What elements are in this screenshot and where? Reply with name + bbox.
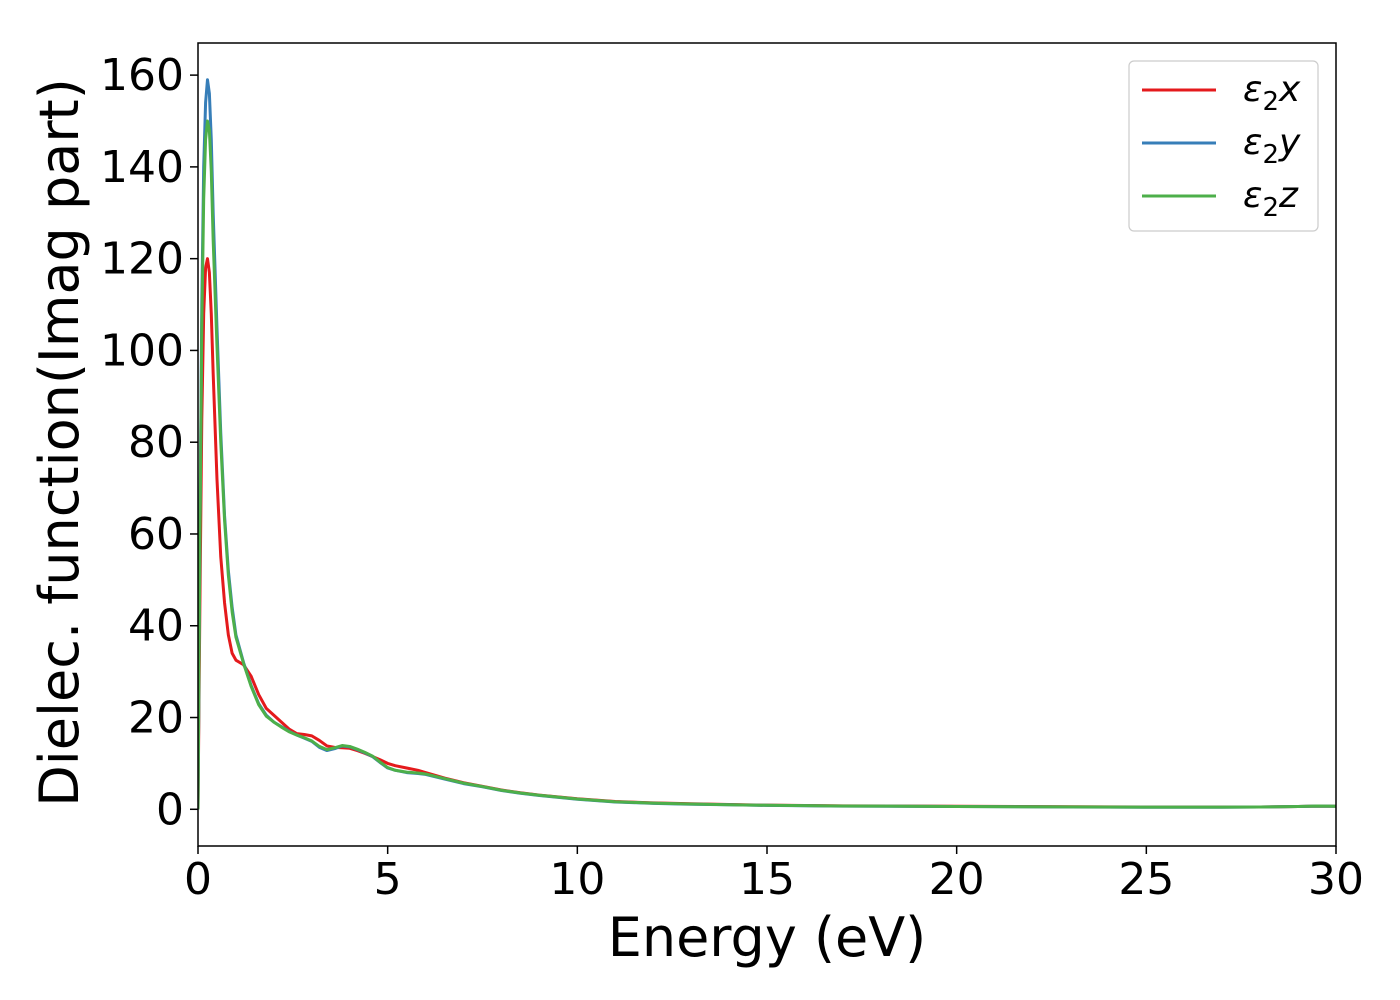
legend-label-x: ε2x [1243,69,1301,117]
y-tick-label: 20 [128,693,184,744]
y-axis-ticks: 0 20 40 60 80 100 120 140 160 [100,50,198,835]
y-tick-label: 40 [128,601,184,652]
x-tick-label: 15 [739,854,795,905]
legend: ε2x ε2y ε2z [1128,60,1319,232]
legend-box [1128,60,1319,232]
legend-label-y: ε2y [1243,122,1301,170]
y-tick-label: 0 [156,784,184,835]
x-tick-label: 5 [374,854,402,905]
y-tick-label: 100 [100,325,184,376]
x-tick-label: 20 [929,854,985,905]
x-axis-label: Energy (eV) [608,906,927,969]
x-tick-label: 0 [184,854,212,905]
legend-label-z: ε2z [1243,175,1299,223]
x-tick-label: 30 [1308,854,1364,905]
y-tick-label: 120 [100,234,184,285]
legend-items: ε2x ε2y ε2z [1142,69,1301,223]
x-tick-label: 10 [549,854,605,905]
series-line-z [198,119,1336,810]
series-layer [198,78,1336,810]
x-tick-label: 25 [1118,854,1174,905]
y-tick-label: 160 [100,50,184,101]
y-tick-label: 60 [128,509,184,560]
y-tick-label: 80 [128,417,184,468]
series-line-x [198,257,1336,810]
y-axis-label: Dielec. function(Imag part) [28,78,91,807]
y-tick-label: 140 [100,142,184,193]
x-axis-ticks: 0 5 10 15 20 25 30 [184,846,1364,905]
